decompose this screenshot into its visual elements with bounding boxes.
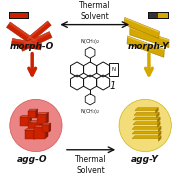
Polygon shape [34, 125, 48, 127]
Text: N(CH$_3$)$_2$: N(CH$_3$)$_2$ [80, 37, 100, 46]
Polygon shape [132, 131, 161, 134]
Polygon shape [36, 109, 38, 118]
Polygon shape [28, 120, 43, 123]
Polygon shape [134, 112, 159, 115]
Polygon shape [41, 123, 51, 125]
Polygon shape [124, 17, 159, 33]
Polygon shape [132, 136, 161, 139]
Polygon shape [20, 32, 50, 47]
Polygon shape [26, 21, 49, 40]
Polygon shape [129, 27, 169, 41]
Polygon shape [158, 136, 161, 141]
Text: agg-O: agg-O [17, 155, 47, 164]
Polygon shape [34, 128, 36, 139]
Text: Thermal
Solvent: Thermal Solvent [79, 2, 111, 21]
Polygon shape [26, 21, 51, 43]
Polygon shape [20, 117, 29, 126]
Polygon shape [29, 115, 32, 126]
Text: morph-O: morph-O [10, 42, 54, 51]
Polygon shape [9, 22, 39, 44]
Bar [158, 13, 168, 18]
Polygon shape [20, 115, 32, 117]
Circle shape [119, 99, 171, 152]
Polygon shape [127, 36, 164, 57]
Polygon shape [28, 109, 38, 111]
Polygon shape [46, 112, 49, 124]
Polygon shape [25, 128, 36, 130]
Circle shape [10, 99, 62, 152]
Bar [9, 12, 29, 19]
Polygon shape [12, 38, 42, 46]
Text: morph-Y: morph-Y [128, 42, 170, 51]
Polygon shape [45, 125, 48, 139]
Polygon shape [11, 38, 42, 50]
Polygon shape [7, 22, 39, 48]
Polygon shape [127, 36, 164, 51]
Polygon shape [20, 32, 52, 51]
Text: 1: 1 [109, 81, 116, 91]
Polygon shape [124, 17, 159, 39]
Polygon shape [34, 127, 45, 139]
Polygon shape [133, 117, 160, 120]
Text: N(CH$_3$)$_2$: N(CH$_3$)$_2$ [80, 107, 100, 116]
Polygon shape [157, 122, 160, 127]
Polygon shape [155, 108, 158, 113]
Polygon shape [25, 130, 34, 139]
Polygon shape [158, 126, 161, 132]
Polygon shape [37, 114, 46, 124]
Polygon shape [132, 126, 161, 129]
Polygon shape [49, 123, 51, 132]
Polygon shape [40, 120, 43, 134]
Polygon shape [133, 122, 160, 125]
Polygon shape [156, 112, 159, 118]
Polygon shape [28, 111, 36, 118]
Polygon shape [157, 117, 160, 123]
Bar [10, 13, 28, 18]
Polygon shape [37, 112, 49, 114]
Polygon shape [158, 131, 161, 137]
Polygon shape [130, 27, 169, 48]
Polygon shape [41, 125, 49, 132]
Polygon shape [28, 123, 40, 134]
Bar [149, 13, 158, 18]
Text: Thermal
Solvent: Thermal Solvent [75, 155, 107, 175]
Text: N: N [111, 67, 115, 72]
Text: agg-Y: agg-Y [131, 155, 159, 164]
Polygon shape [135, 108, 158, 111]
Bar [148, 12, 169, 19]
